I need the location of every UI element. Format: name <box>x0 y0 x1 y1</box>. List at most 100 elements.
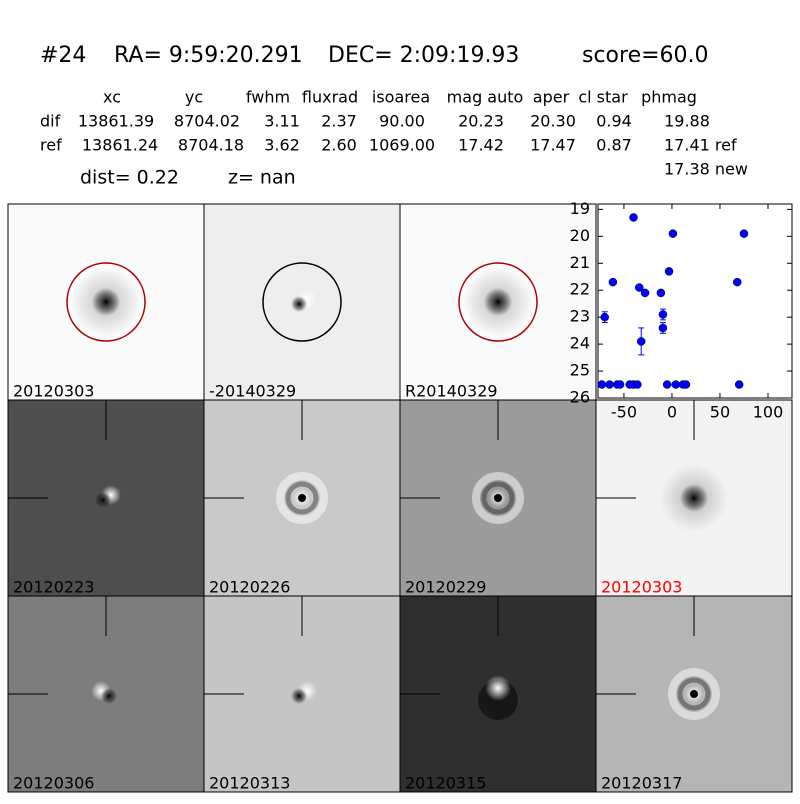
point <box>739 229 749 238</box>
cell: 3.62 <box>264 136 300 155</box>
point <box>662 380 672 389</box>
point <box>615 380 625 389</box>
column-header: yc <box>185 88 203 107</box>
image-panel: -20140329 <box>203 203 401 401</box>
x-tick-label: -50 <box>611 403 637 422</box>
panel-label: 20120306 <box>13 774 94 793</box>
cell: 19.88 <box>664 112 710 131</box>
panel-label: 20120313 <box>209 774 290 793</box>
point <box>668 229 678 238</box>
source <box>690 690 698 698</box>
source <box>291 296 307 312</box>
row-label: ref <box>40 136 62 155</box>
source <box>101 688 117 704</box>
image-panel: 20120313 <box>203 595 401 793</box>
point <box>658 310 668 319</box>
source <box>494 494 502 502</box>
ring <box>668 668 720 720</box>
image-panel: 20120229 <box>399 399 597 597</box>
plot-area <box>597 203 793 399</box>
image-panel: 20120317 <box>595 595 793 793</box>
cell: 13861.39 <box>78 112 154 131</box>
column-header: mag auto <box>447 88 524 107</box>
y-tick-label: 23 <box>570 307 590 326</box>
image-panel: R20140329 <box>399 203 597 401</box>
cell: 0.94 <box>596 112 632 131</box>
source <box>484 288 512 316</box>
cell: 20.23 <box>458 112 504 131</box>
cell: 1069.00 <box>369 136 435 155</box>
point <box>605 380 614 389</box>
column-header: isoarea <box>372 88 430 107</box>
y-tick-label: 21 <box>570 253 590 272</box>
source <box>298 494 306 502</box>
redshift: z= nan <box>228 167 296 189</box>
y-tick-label: 24 <box>570 334 590 353</box>
panel-label: 20120303 <box>601 578 682 597</box>
y-tick-label: 25 <box>570 361 590 380</box>
y-tick-label: 26 <box>570 388 590 407</box>
cell: 17.41 ref <box>664 136 737 155</box>
source <box>485 675 511 701</box>
image-panel: 20120315 <box>399 595 597 793</box>
cell: 2.60 <box>321 136 357 155</box>
image-panel: 20120223 <box>7 399 205 597</box>
ring <box>472 472 524 524</box>
aperture <box>66 262 146 342</box>
x-tick-label: 50 <box>710 403 730 422</box>
point <box>664 267 674 276</box>
column-header: phmag <box>641 88 697 107</box>
y-tick-label: 20 <box>570 226 590 245</box>
source <box>95 492 111 508</box>
point <box>633 380 642 389</box>
cell: 2.37 <box>321 112 357 131</box>
point <box>608 277 618 287</box>
panel-label: 20120315 <box>405 774 486 793</box>
image-panel: 20120303 <box>595 399 793 597</box>
panel-label: 20120223 <box>13 578 94 597</box>
point <box>600 312 609 322</box>
source <box>92 288 120 316</box>
image-panel: 20120226 <box>203 399 401 597</box>
source <box>680 484 708 512</box>
point <box>629 213 638 222</box>
dec: DEC= 2:09:19.93 <box>328 43 519 68</box>
cell: 3.11 <box>264 112 300 131</box>
panel-label: 20120303 <box>13 382 94 401</box>
y-tick-label: 19 <box>570 199 590 218</box>
point <box>671 380 681 389</box>
image-panel: 20120303 <box>7 203 205 401</box>
column-header: xc <box>103 88 121 107</box>
panel-label: R20140329 <box>405 382 498 401</box>
x-tick-label: 100 <box>753 403 784 422</box>
row-label: dif <box>40 112 61 131</box>
cell: 8704.18 <box>178 136 244 155</box>
point <box>636 337 646 346</box>
panel-label: 20120229 <box>405 578 486 597</box>
phmag-new: 17.38 new <box>664 160 748 179</box>
y-tick-label: 22 <box>570 280 590 299</box>
cell: 17.42 <box>458 136 504 155</box>
ring <box>276 472 328 524</box>
point <box>734 380 744 389</box>
dist: dist= 0.22 <box>80 167 179 189</box>
point <box>656 288 666 298</box>
ring <box>677 677 711 711</box>
cell: 13861.24 <box>82 136 158 155</box>
column-header: aper <box>533 88 570 107</box>
column-header: fluxrad <box>302 88 358 107</box>
panel-label: -20140329 <box>209 382 296 401</box>
aperture <box>262 262 342 342</box>
ring <box>285 481 319 515</box>
point <box>635 283 644 292</box>
cell: 17.47 <box>530 136 576 155</box>
panel-label: 20120317 <box>601 774 682 793</box>
score: score=60.0 <box>582 43 709 68</box>
ra: RA= 9:59:20.291 <box>114 43 303 68</box>
aperture <box>458 262 538 342</box>
column-header: cl star <box>578 88 628 107</box>
point <box>658 323 668 333</box>
cell: 20.30 <box>530 112 576 131</box>
point <box>597 380 607 389</box>
